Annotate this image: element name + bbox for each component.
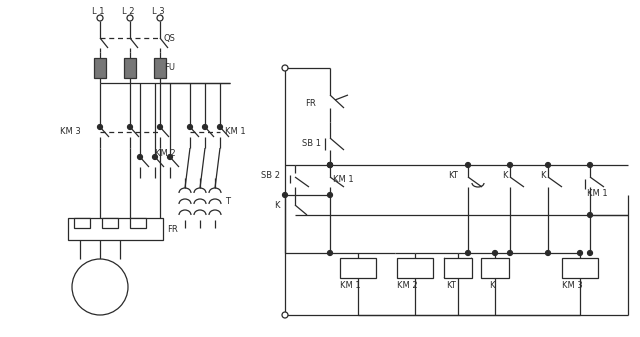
Circle shape <box>545 162 550 167</box>
Circle shape <box>72 259 128 315</box>
Text: KM 1: KM 1 <box>225 127 246 136</box>
Text: K: K <box>502 171 508 180</box>
Text: KM 2: KM 2 <box>397 281 418 290</box>
Circle shape <box>588 213 593 217</box>
Text: L 1: L 1 <box>92 6 104 16</box>
Text: KM 3: KM 3 <box>562 281 583 290</box>
Circle shape <box>127 124 132 129</box>
Text: KM 2: KM 2 <box>155 149 175 157</box>
Bar <box>444 258 472 278</box>
Circle shape <box>328 250 333 255</box>
Text: T: T <box>225 197 230 207</box>
Text: M: M <box>95 276 105 286</box>
Circle shape <box>282 312 288 318</box>
Bar <box>94 58 106 78</box>
Circle shape <box>138 154 143 159</box>
Circle shape <box>508 162 513 167</box>
Circle shape <box>97 15 103 21</box>
Circle shape <box>282 65 288 71</box>
Text: KM 1: KM 1 <box>340 281 360 290</box>
Text: QS: QS <box>164 33 176 42</box>
Bar <box>74 218 90 228</box>
Circle shape <box>328 162 333 167</box>
Circle shape <box>545 250 550 255</box>
Text: L 3: L 3 <box>152 6 164 16</box>
Circle shape <box>465 162 470 167</box>
Text: K: K <box>540 171 545 180</box>
Text: FR: FR <box>167 224 178 234</box>
Circle shape <box>328 162 333 167</box>
Circle shape <box>127 15 133 21</box>
Circle shape <box>508 250 513 255</box>
Circle shape <box>97 124 102 129</box>
Circle shape <box>157 124 163 129</box>
Circle shape <box>157 15 163 21</box>
Text: KM 1: KM 1 <box>333 176 354 184</box>
Circle shape <box>168 154 173 159</box>
Bar <box>154 58 166 78</box>
Bar <box>562 258 598 278</box>
Bar <box>397 258 433 278</box>
Text: KM 1: KM 1 <box>587 188 607 197</box>
Circle shape <box>188 124 193 129</box>
Circle shape <box>588 250 593 255</box>
Text: KM 3: KM 3 <box>60 127 81 136</box>
Bar <box>68 218 163 240</box>
Circle shape <box>328 192 333 197</box>
Text: SB 2: SB 2 <box>261 171 280 180</box>
Bar <box>130 218 146 228</box>
Text: 3~: 3~ <box>94 290 106 300</box>
Circle shape <box>282 192 287 197</box>
Circle shape <box>328 162 333 167</box>
Bar <box>481 258 509 278</box>
Text: K: K <box>489 281 495 290</box>
Circle shape <box>588 162 593 167</box>
Circle shape <box>465 250 470 255</box>
Text: SB 1: SB 1 <box>302 140 321 149</box>
Bar <box>124 58 136 78</box>
Text: K: K <box>275 201 280 210</box>
Text: KT: KT <box>448 171 458 180</box>
Circle shape <box>493 250 497 255</box>
Circle shape <box>577 250 582 255</box>
Text: L 2: L 2 <box>122 6 134 16</box>
Circle shape <box>202 124 207 129</box>
Text: FU: FU <box>164 63 175 72</box>
Text: FR: FR <box>305 98 316 108</box>
Circle shape <box>152 154 157 159</box>
Bar <box>340 258 376 278</box>
Text: KT: KT <box>446 281 456 290</box>
Bar <box>102 218 118 228</box>
Circle shape <box>218 124 223 129</box>
